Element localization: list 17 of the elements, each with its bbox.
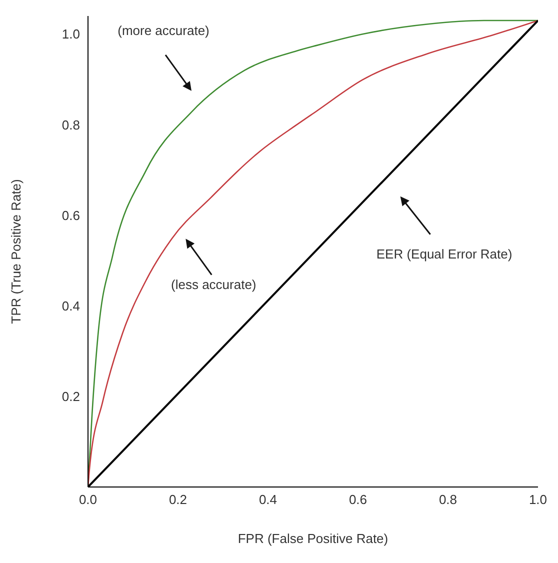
annotation: (more accurate) xyxy=(118,22,210,38)
y-tick-label: 0.4 xyxy=(62,298,80,314)
x-axis-title: FPR (False Positive Rate) xyxy=(238,531,388,546)
x-tick-label: 1.0 xyxy=(528,492,548,508)
x-tick-label: 0.6 xyxy=(348,492,368,508)
y-tick-label: 1.0 xyxy=(62,26,80,42)
y-tick-label: 0.8 xyxy=(62,117,80,132)
x-tick-label: 0.0 xyxy=(78,492,98,508)
y-axis-title: TPR (True Positive Rate) xyxy=(8,179,24,324)
annotation: (less accurate) xyxy=(171,276,256,292)
y-tick-label: 0.2 xyxy=(62,389,80,404)
y-tick-label: 0.6 xyxy=(62,208,80,223)
x-tick-label: 0.4 xyxy=(258,492,278,508)
x-tick-label: 0.2 xyxy=(168,492,188,508)
annotation: EER (Equal Error Rate) xyxy=(376,246,512,262)
x-tick-label: 0.8 xyxy=(438,492,458,508)
line-series xyxy=(88,20,538,487)
